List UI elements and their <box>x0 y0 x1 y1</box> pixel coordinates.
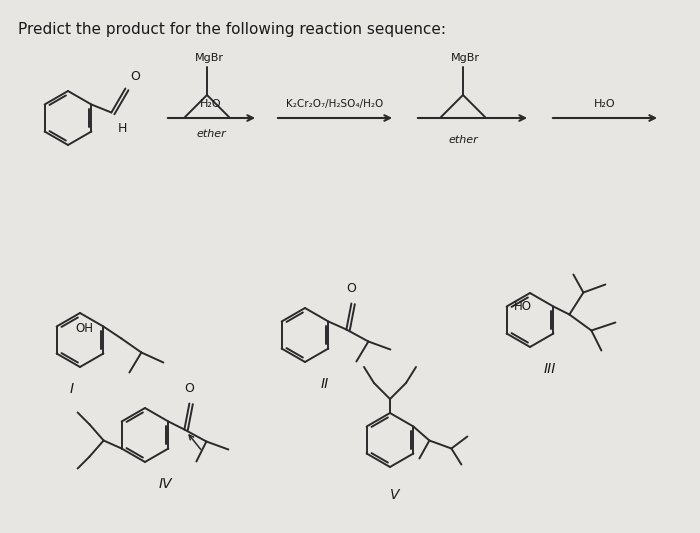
Text: IV: IV <box>158 477 172 491</box>
Text: H: H <box>118 123 127 135</box>
Text: H₂O: H₂O <box>200 99 222 109</box>
Text: MgBr: MgBr <box>451 53 480 63</box>
Text: O: O <box>130 69 140 83</box>
Text: OH: OH <box>76 322 93 335</box>
Text: Predict the product for the following reaction sequence:: Predict the product for the following re… <box>18 22 446 37</box>
Text: H₂O: H₂O <box>594 99 616 109</box>
Text: K₂Cr₂O₇/H₂SO₄/H₂O: K₂Cr₂O₇/H₂SO₄/H₂O <box>286 99 384 109</box>
Text: O: O <box>184 383 195 395</box>
Text: O: O <box>346 282 356 295</box>
Text: V: V <box>391 488 400 502</box>
Text: I: I <box>70 382 74 396</box>
Text: MgBr: MgBr <box>195 53 223 63</box>
Text: ether: ether <box>448 135 478 145</box>
Text: ether: ether <box>196 129 226 139</box>
Text: III: III <box>544 362 556 376</box>
Text: II: II <box>321 377 329 391</box>
Text: HO: HO <box>513 300 531 313</box>
